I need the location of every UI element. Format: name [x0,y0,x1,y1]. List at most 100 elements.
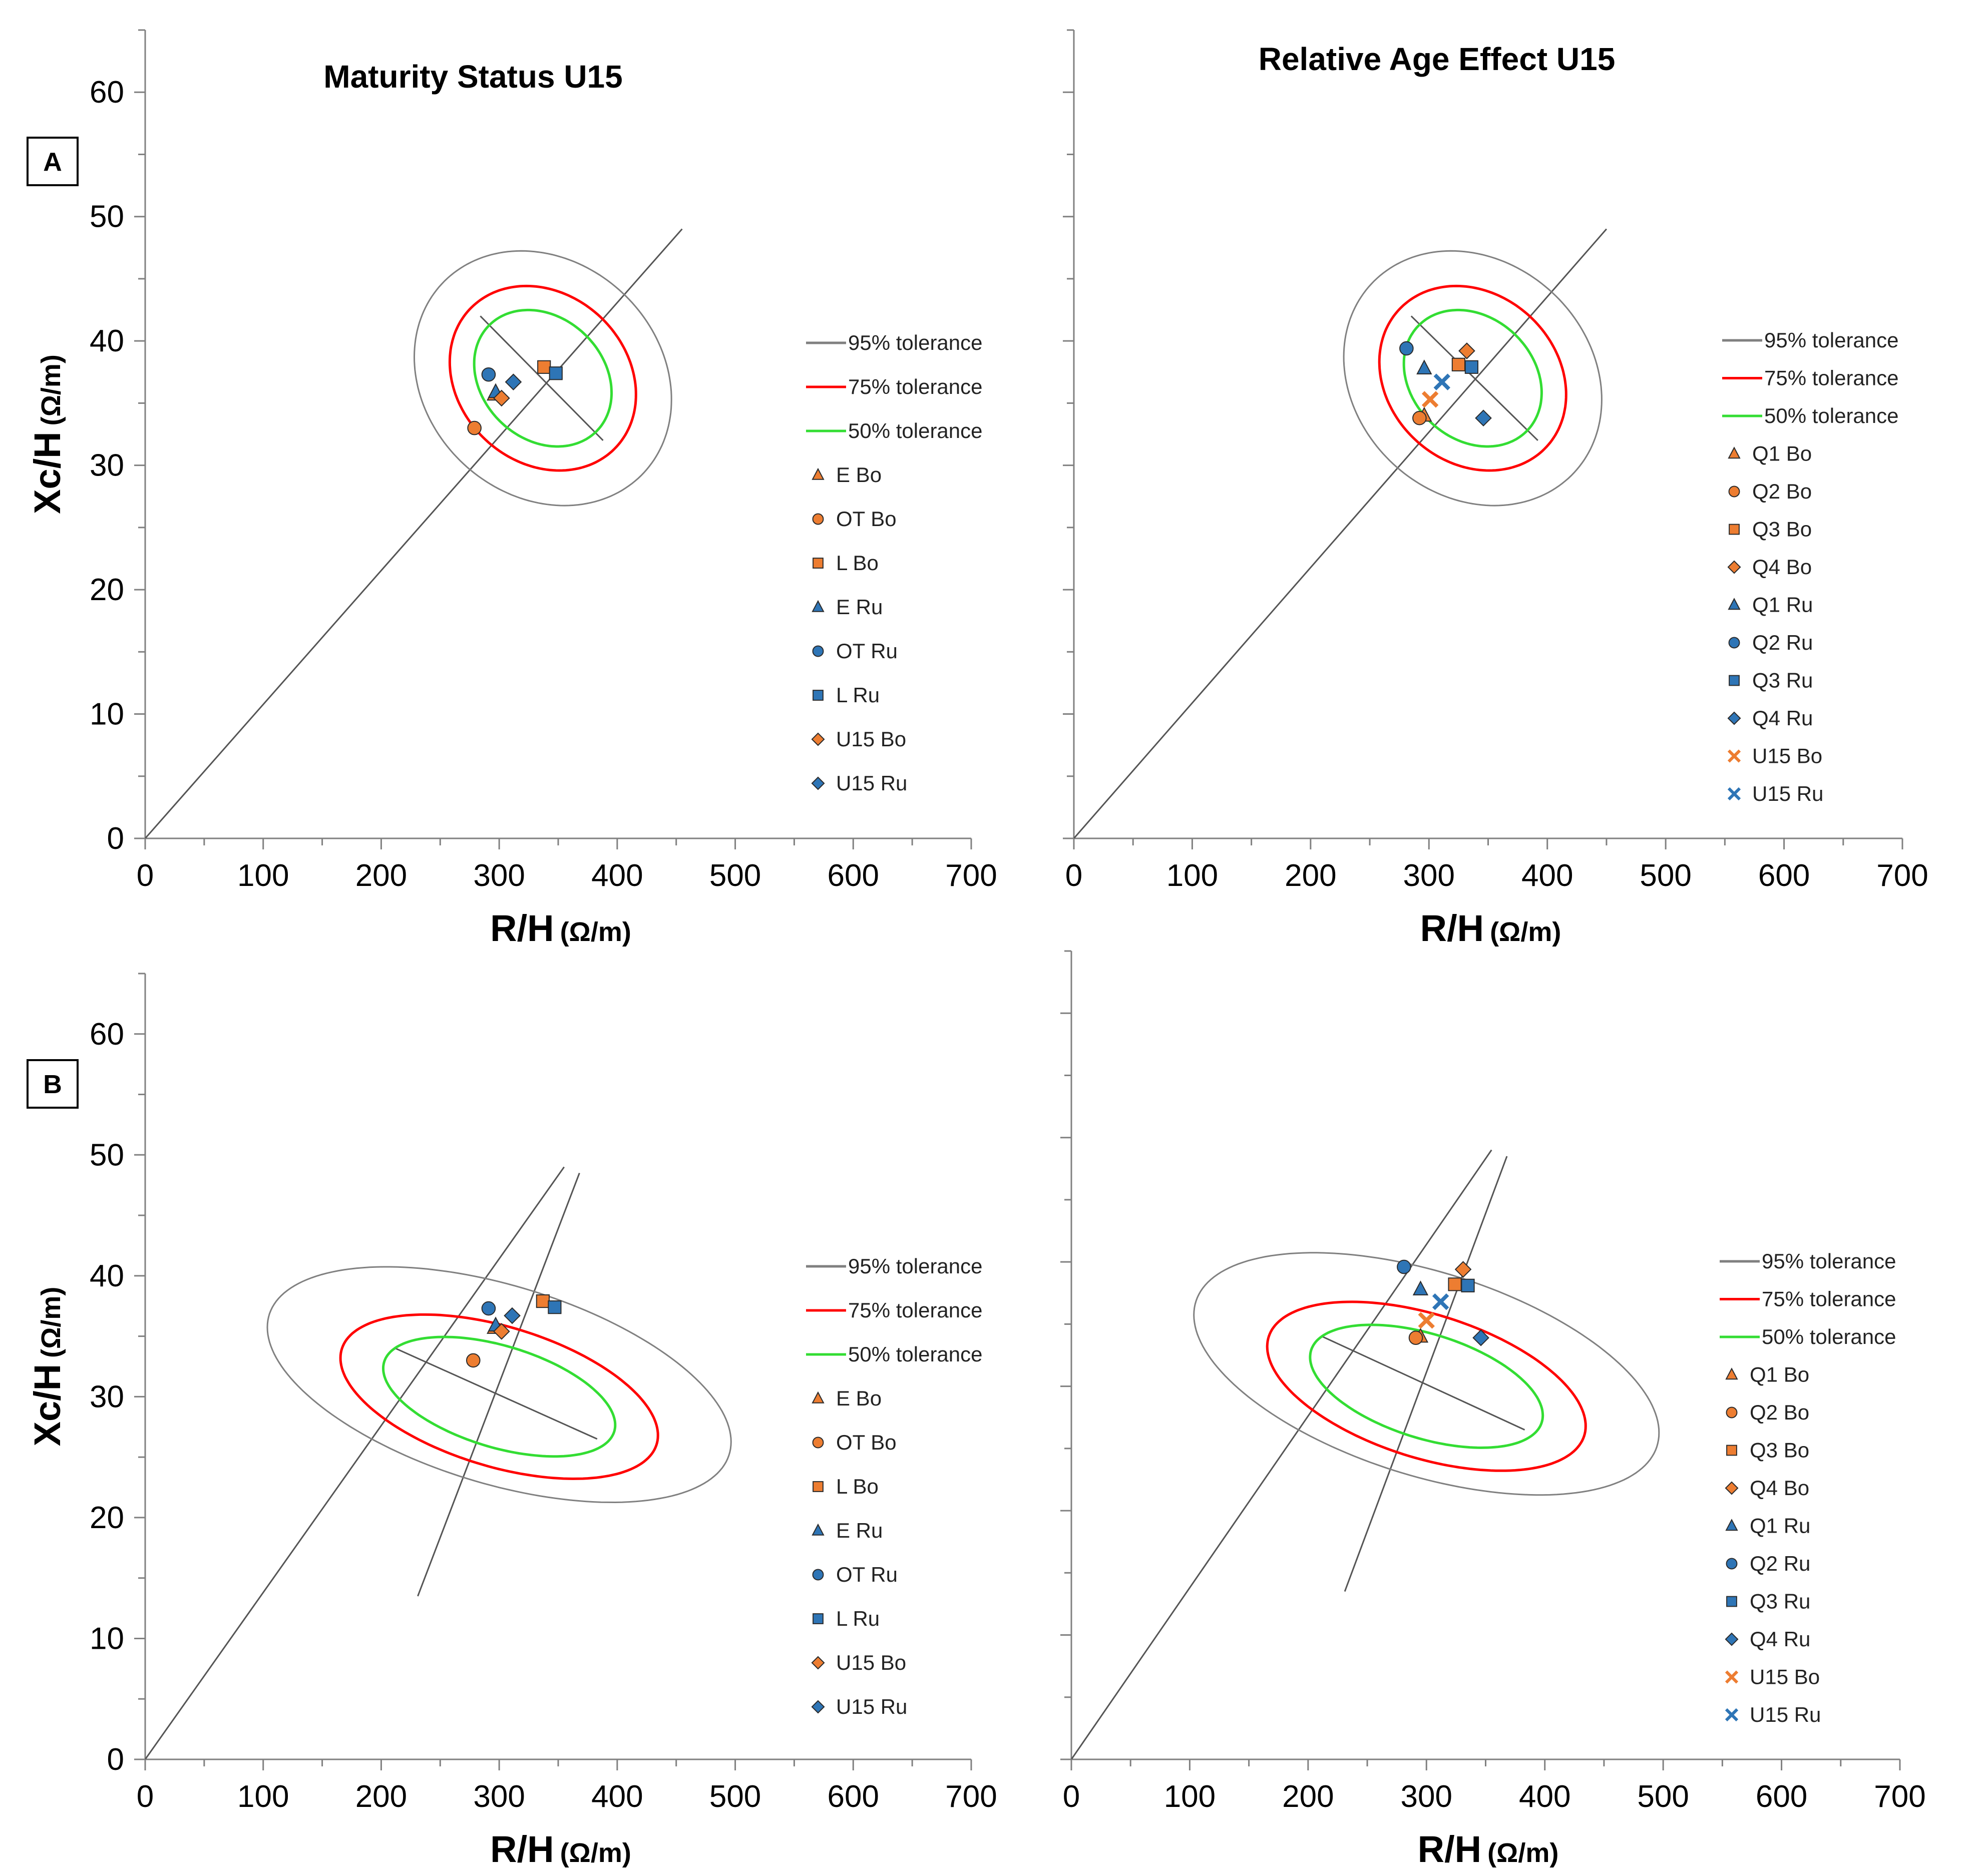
legend-label: Q2 Ru [1752,631,1813,654]
legend-label: 50% tolerance [848,1342,983,1366]
legend-label: U15 Bo [836,727,906,751]
legend-label: 75% tolerance [848,1298,983,1322]
y-tick-label: 40 [90,324,124,358]
legend-marker [812,645,824,657]
data-point-q1-ru [1412,1280,1429,1296]
legend-label: E Ru [836,595,883,619]
y-tick-label: 50 [90,200,124,234]
legend-label: OT Ru [836,1563,898,1586]
data-point-l-bo [537,360,551,374]
tolerance-ellipse-c50 [1402,308,1543,448]
legend-label: 75% tolerance [848,375,983,398]
legend-label: 95% tolerance [1762,1249,1896,1273]
data-point-q4-ru [1472,1329,1489,1346]
legend-marker [811,1700,825,1714]
legend-label: 75% tolerance [1764,366,1899,390]
legend-marker [1725,1481,1739,1495]
data-point-u15-ru [1432,1293,1449,1310]
x-tick-label: 300 [1401,1779,1452,1814]
tolerance-ellipse-c50 [1309,1323,1544,1449]
legend-label: Q2 Bo [1752,480,1812,503]
legend-marker [1728,637,1740,649]
x-tick-label: 200 [355,1779,407,1814]
legend-label: 95% tolerance [848,1254,983,1278]
legend-marker [1726,1406,1738,1419]
y-tick-label: 40 [90,1259,124,1293]
tolerance-ellipse-c95 [413,250,672,507]
plot-area [1074,228,1608,838]
tolerance-ellipse-c95 [266,1266,732,1504]
legend-marker [1725,1632,1739,1646]
legend-marker [811,776,825,790]
legend-marker [811,732,825,746]
x-tick-label: 700 [1874,1779,1925,1814]
data-point-l-ru [549,366,563,380]
x-tick-label: 0 [1063,1779,1080,1814]
legend-label: Q1 Ru [1750,1514,1810,1538]
legend: 95% tolerance 75% tolerance 50% tolerance Q… [1722,328,1899,805]
data-point-q4-ru [1475,409,1492,427]
x-tick-label: 500 [709,1779,761,1814]
legend-label: OT Bo [836,507,897,531]
x-tick-label: 500 [1637,1779,1689,1814]
plot-area [145,1166,732,1759]
ellipse-axis-line [1410,315,1538,441]
tolerance-ellipse-c75 [339,1313,659,1480]
data-point-q1-ru [1416,359,1432,375]
legend-label: E Bo [836,463,882,487]
legend-label: Q3 Bo [1752,518,1812,541]
legend-label: Q2 Bo [1750,1400,1809,1424]
x-axis-title: R/H (Ω/m) [490,907,631,949]
tolerance-ellipse-c75 [1378,284,1567,472]
data-point-q3-ru [1464,360,1479,374]
y-tick-label: 60 [90,75,124,110]
ellipse-axis-line [1071,1149,1492,1759]
x-tick-label: 100 [237,1779,289,1814]
data-point-q4-bo [1458,342,1475,359]
legend-label: OT Bo [836,1431,897,1454]
legend-label: U15 Bo [1750,1665,1820,1689]
legend-marker [812,1391,825,1403]
legend-marker [1729,524,1740,535]
legend-label: 95% tolerance [848,331,983,354]
x-tick-label: 700 [945,1779,997,1814]
legend-label: 50% tolerance [1764,404,1899,427]
data-point-q2-ru [1399,341,1414,356]
x-axis-title: R/H (Ω/m) [1420,907,1561,949]
data-point-u15-ru [504,1307,521,1324]
data-point-ot-bo [467,420,482,435]
chart-panel-A-right: 0 100 200 300 400 500 600 700 R/H (Ω/m) Relative A… [1063,29,1928,949]
x-tick-label: 0 [137,858,154,893]
data-point-u15-ru [1433,373,1451,390]
legend-label: L Bo [836,551,879,575]
legend-label: Q1 Bo [1750,1363,1809,1386]
data-point-ot-bo [466,1353,481,1368]
tolerance-ellipse-c75 [1266,1300,1587,1472]
x-tick-label: 500 [1640,858,1691,893]
y-axis-title: Xc/H(Ω/m) [27,354,68,514]
legend-marker [813,690,824,701]
y-tick-label: 30 [90,1379,124,1414]
legend-marker [1727,560,1741,574]
legend-label: 50% tolerance [848,419,983,442]
y-tick-label: 20 [90,1501,124,1535]
legend-marker [1725,1367,1738,1380]
legend-label: E Bo [836,1386,882,1410]
data-point-u15-bo [493,1323,510,1340]
x-tick-label: 400 [1521,858,1573,893]
legend-label: 95% tolerance [1764,328,1899,352]
legend-label: Q4 Bo [1750,1476,1809,1500]
x-axis-title: R/H (Ω/m) [490,1828,631,1870]
y-tick-label: 20 [90,573,124,607]
chart-panel-B-right: 0 100 200 300 400 500 600 700 R/H (Ω/m) 95% tolera… [1060,950,1926,1870]
legend-marker [812,467,825,480]
data-point-u15-bo [1418,1312,1435,1329]
x-tick-label: 300 [473,1779,525,1814]
data-point-q2-bo [1412,410,1427,425]
legend-label: U15 Bo [836,1651,906,1674]
y-tick-label: 0 [107,1742,124,1777]
x-tick-label: 400 [1519,1779,1570,1814]
x-tick-label: 400 [591,858,643,893]
legend-marker [1726,1558,1738,1570]
